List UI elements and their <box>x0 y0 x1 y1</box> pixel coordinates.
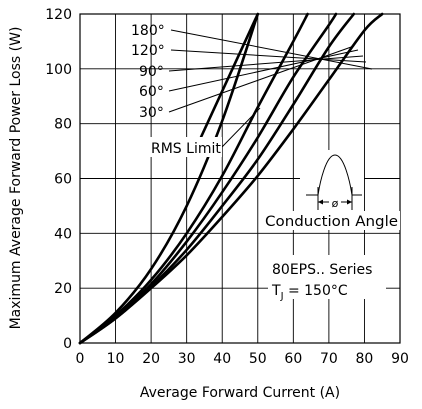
angle-arrow-right-icon <box>347 199 352 205</box>
leader-line-60 <box>168 49 359 92</box>
rms-limit-line <box>199 13 259 138</box>
leader-lines <box>168 29 373 148</box>
temp-value: = 150°C <box>284 283 348 299</box>
conduction-waveform-icon <box>306 154 362 196</box>
x-tick-label: 70 <box>320 351 338 367</box>
x-tick-label: 40 <box>213 351 231 367</box>
conduction-angle-symbol: ø <box>332 197 339 210</box>
leader-line-180 <box>170 29 373 70</box>
phi-bg <box>329 195 341 209</box>
y-tick-label: 80 <box>54 117 72 133</box>
x-tick-label: 10 <box>107 351 125 367</box>
y-tick-label: 20 <box>54 281 72 297</box>
conduction-angle-label: Conduction Angle <box>265 214 398 230</box>
y-tick-label: 40 <box>54 226 72 242</box>
y-tick-label: 0 <box>63 336 72 352</box>
rms-limit-label: RMS Limit <box>151 141 221 157</box>
y-axis-title: Maximum Average Forward Power Loss (W) <box>8 27 24 330</box>
x-tick-labels: 0 10 20 30 40 50 60 70 80 90 <box>76 351 409 367</box>
temp-subscript: J <box>280 291 284 302</box>
leader-line-90 <box>168 55 364 72</box>
y-tick-label: 60 <box>54 172 72 188</box>
y-tick-labels: 0 20 40 60 80 100 120 <box>45 7 72 352</box>
y-tick-label: 100 <box>45 62 72 78</box>
device-info-bg <box>268 255 386 299</box>
legend-label-60: 60° <box>139 84 164 100</box>
device-temperature-label: TJ = 150°C <box>271 283 348 302</box>
conduction-angle-inset: ø <box>300 150 364 212</box>
angle-arrow-left-icon <box>318 199 323 205</box>
curve-60 <box>78 12 309 345</box>
legend-label-90: 90° <box>139 64 164 80</box>
x-tick-label: 60 <box>284 351 302 367</box>
x-tick-label: 30 <box>178 351 196 367</box>
x-axis-title: Average Forward Current (A) <box>140 385 340 401</box>
leader-line-120 <box>170 49 367 63</box>
x-tick-label: 0 <box>76 351 85 367</box>
x-tick-label: 50 <box>249 351 267 367</box>
x-tick-label: 80 <box>356 351 374 367</box>
leader-line-30 <box>168 45 355 113</box>
rms-label-bg <box>149 137 222 157</box>
y-tick-label: 120 <box>45 7 72 23</box>
device-series-label: 80EPS.. Series <box>272 262 372 278</box>
inset-label-bg <box>263 211 400 230</box>
legend-label-180: 180° <box>131 23 165 39</box>
legend-label-120: 120° <box>131 43 165 59</box>
leader-line-rms <box>221 107 261 148</box>
curves-group <box>78 12 384 345</box>
curve-30 <box>78 12 260 345</box>
curve-90 <box>78 12 338 345</box>
plot-frame <box>79 13 401 344</box>
x-tick-label: 90 <box>391 351 409 367</box>
x-tick-label: 20 <box>142 351 160 367</box>
legend-label-30: 30° <box>139 105 164 121</box>
temp-symbol: T <box>271 283 281 299</box>
